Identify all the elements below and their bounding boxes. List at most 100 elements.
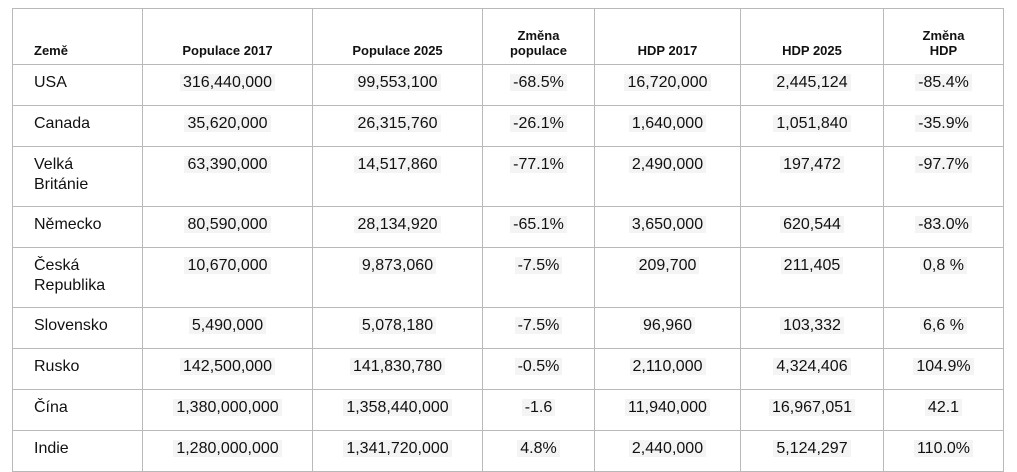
cell-value: 316,440,000 — [180, 74, 275, 91]
cell-gdp-change: -97.7% — [883, 146, 1004, 207]
cell-population-change: -65.1% — [482, 206, 595, 248]
cell-gdp-change: 104.9% — [883, 348, 1004, 390]
cell-value: 1,380,000,000 — [173, 399, 282, 416]
header-label-line: HDP 2025 — [782, 43, 842, 58]
cell-population-change: -77.1% — [482, 146, 595, 207]
cell-country: Slovensko — [12, 307, 143, 349]
cell-population-2017: 63,390,000 — [142, 146, 313, 207]
cell-gdp-change: 6,6 % — [883, 307, 1004, 349]
cell-value: 0,8 % — [920, 257, 967, 274]
cell-value: 26,315,760 — [354, 115, 441, 132]
cell-value: 141,830,780 — [350, 358, 445, 375]
cell-gdp-change: -35.9% — [883, 105, 1004, 147]
cell-value: -65.1% — [510, 216, 567, 233]
cell-gdp-2017: 1,640,000 — [594, 105, 741, 147]
cell-gdp-2025: 1,051,840 — [740, 105, 884, 147]
cell-population-2017: 1,280,000,000 — [142, 430, 313, 472]
country-name-line: Indie — [34, 440, 69, 457]
cell-value: -1.6 — [521, 399, 556, 416]
cell-population-2025: 28,134,920 — [312, 206, 483, 248]
cell-value: 2,110,000 — [629, 358, 706, 375]
header-population-2017: Populace 2017 — [142, 8, 313, 65]
cell-population-change: 4.8% — [482, 430, 595, 472]
cell-gdp-2025: 4,324,406 — [740, 348, 884, 390]
table-body: USA 316,440,000 99,553,100 -68.5% 16,720,000… — [12, 64, 1004, 472]
data-table-container: Země Populace 2017 Populace 2025 Změna popul… — [12, 8, 1004, 472]
cell-value: 5,490,000 — [188, 317, 267, 334]
cell-value: 2,490,000 — [628, 156, 707, 173]
table-row: Česká Republika 10,670,000 9,873,060 -7.5% 20… — [12, 247, 1004, 308]
header-population-change: Změna populace — [482, 8, 595, 65]
cell-value: 14,517,860 — [354, 156, 441, 173]
header-label-line: Populace 2017 — [182, 43, 273, 58]
cell-population-2017: 10,670,000 — [142, 247, 313, 308]
country-statistics-table: Země Populace 2017 Populace 2025 Změna popul… — [12, 8, 1004, 472]
cell-value: 1,280,000,000 — [173, 440, 282, 457]
cell-value: 2,440,000 — [628, 440, 707, 457]
cell-country: Rusko — [12, 348, 143, 390]
table-row: Velká Británie 63,390,000 14,517,860 -77.1% 2… — [12, 146, 1004, 207]
cell-value: 142,500,000 — [180, 358, 275, 375]
cell-gdp-2025: 211,405 — [740, 247, 884, 308]
cell-gdp-2017: 3,650,000 — [594, 206, 741, 248]
cell-value: -0.5% — [514, 358, 563, 375]
header-label-line: HDP — [929, 43, 958, 58]
cell-value: 4,324,406 — [773, 358, 851, 375]
cell-value: 103,332 — [780, 317, 844, 334]
table-header: Země Populace 2017 Populace 2025 Změna popul… — [12, 8, 1004, 65]
cell-value: -26.1% — [510, 115, 567, 132]
header-label-line: Populace 2025 — [352, 43, 443, 58]
cell-country: Německo — [12, 206, 143, 248]
cell-value: 16,720,000 — [624, 74, 711, 91]
country-name-line: Německo — [34, 216, 102, 233]
table-row: Indie 1,280,000,000 1,341,720,000 4.8% 2,440… — [12, 430, 1004, 472]
cell-gdp-change: 0,8 % — [883, 247, 1004, 308]
cell-gdp-2025: 620,544 — [740, 206, 884, 248]
country-name-line: Canada — [34, 115, 91, 132]
cell-value: 1,640,000 — [628, 115, 707, 132]
cell-value: 80,590,000 — [184, 216, 271, 233]
cell-population-2025: 1,358,440,000 — [312, 389, 483, 431]
cell-population-2017: 142,500,000 — [142, 348, 313, 390]
header-label-line: populace — [509, 43, 568, 58]
cell-gdp-2025: 16,967,051 — [740, 389, 884, 431]
cell-value: 11,940,000 — [625, 399, 710, 416]
header-population-2025: Populace 2025 — [312, 8, 483, 65]
cell-value: 4.8% — [517, 440, 560, 457]
cell-gdp-2017: 16,720,000 — [594, 64, 741, 106]
table-row: Čína 1,380,000,000 1,358,440,000 -1.6 11,940… — [12, 389, 1004, 431]
header-label-line: HDP 2017 — [637, 43, 698, 58]
country-name-line: USA — [34, 74, 67, 91]
cell-country: USA — [12, 64, 143, 106]
cell-value: -97.7% — [915, 156, 972, 173]
cell-population-2025: 5,078,180 — [312, 307, 483, 349]
cell-population-2025: 14,517,860 — [312, 146, 483, 207]
country-name-line: Republika — [34, 277, 106, 294]
cell-population-2025: 1,341,720,000 — [312, 430, 483, 472]
cell-population-2017: 1,380,000,000 — [142, 389, 313, 431]
cell-value: 96,960 — [640, 317, 695, 334]
cell-value: -85.4% — [915, 74, 972, 91]
table-row: Rusko 142,500,000 141,830,780 -0.5% 2,110,00… — [12, 348, 1004, 390]
table-row: USA 316,440,000 99,553,100 -68.5% 16,720,000… — [12, 64, 1004, 106]
table-row: Německo 80,590,000 28,134,920 -65.1% 3,650,0… — [12, 206, 1004, 248]
cell-value: 1,341,720,000 — [343, 440, 452, 457]
cell-value: 110.0% — [913, 440, 974, 457]
cell-country: Indie — [12, 430, 143, 472]
header-gdp-change: Změna HDP — [883, 8, 1004, 65]
country-name-line: Rusko — [34, 358, 80, 375]
cell-value: 3,650,000 — [628, 216, 707, 233]
cell-value: 620,544 — [780, 216, 844, 233]
cell-value: -35.9% — [915, 115, 972, 132]
header-label-line: Změna — [922, 28, 965, 43]
header-gdp-2025: HDP 2025 — [740, 8, 884, 65]
cell-value: 28,134,920 — [354, 216, 441, 233]
cell-value: 6,6 % — [920, 317, 967, 334]
cell-value: 209,700 — [635, 257, 700, 274]
header-label-line: Země — [34, 43, 68, 58]
cell-population-2017: 80,590,000 — [142, 206, 313, 248]
cell-country: Čína — [12, 389, 143, 431]
cell-country: Česká Republika — [12, 247, 143, 308]
header-gdp-2017: HDP 2017 — [594, 8, 741, 65]
cell-gdp-2025: 103,332 — [740, 307, 884, 349]
